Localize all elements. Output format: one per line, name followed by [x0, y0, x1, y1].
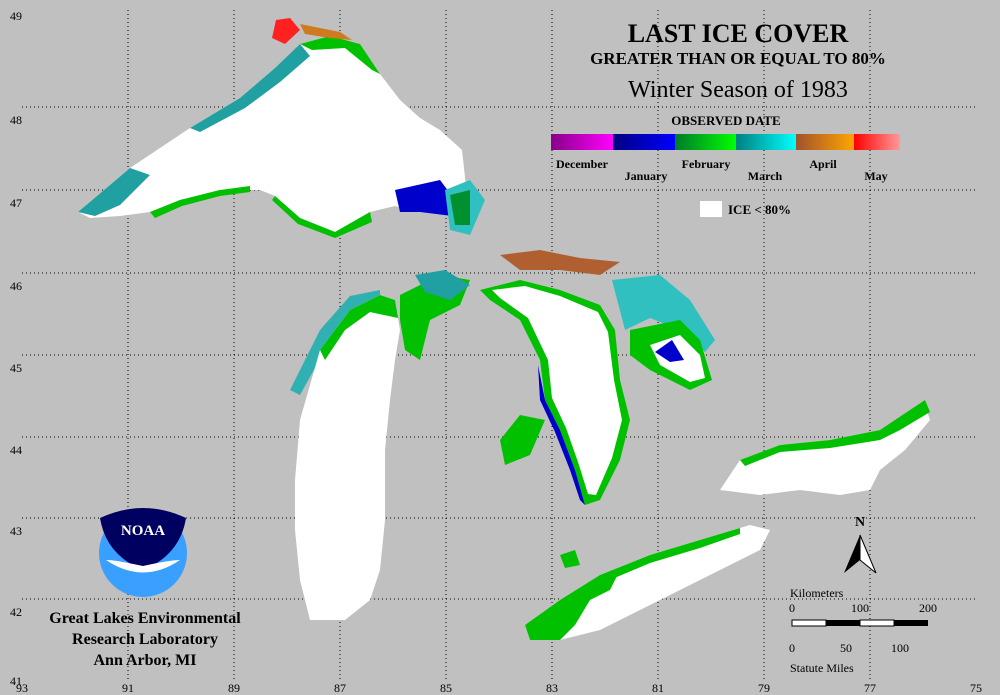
latitude-label: 42 — [10, 605, 22, 619]
logo-text: NOAA — [121, 523, 165, 539]
lake-michigan — [290, 270, 470, 620]
legend — [551, 134, 900, 217]
legend-month: May — [864, 169, 887, 183]
legend-swatch — [675, 134, 736, 150]
longitude-label: 87 — [334, 681, 346, 695]
latitude-label: 47 — [10, 196, 22, 210]
legend-swatch — [736, 134, 796, 150]
legend-ice-label: ICE < 80% — [728, 202, 791, 217]
legend-swatch — [551, 134, 613, 150]
legend-month: April — [809, 157, 837, 171]
latitude-label: 49 — [10, 9, 22, 23]
legend-month: December — [556, 157, 609, 171]
scale-bar: Kilometers Statute Miles — [790, 586, 928, 675]
north-arrow: N — [844, 515, 877, 574]
scale-mi-tick: 0 — [789, 641, 795, 655]
legend-month: February — [682, 157, 731, 171]
credit-line: Research Laboratory — [72, 631, 218, 648]
north-label: N — [855, 515, 865, 530]
legend-month: January — [625, 169, 668, 183]
latitude-label: 43 — [10, 524, 22, 538]
scale-mi-tick: 100 — [891, 641, 909, 655]
longitude-label: 91 — [122, 681, 134, 695]
latitude-label: 44 — [10, 443, 22, 457]
legend-month: March — [748, 169, 783, 183]
credit-line: Great Lakes Environmental — [49, 610, 241, 627]
longitude-label: 75 — [970, 681, 982, 695]
noaa-logo: NOAA — [99, 508, 187, 597]
lake-ontario — [720, 400, 930, 495]
lake-erie — [525, 525, 770, 640]
latitude-label: 48 — [10, 113, 22, 127]
longitude-label: 93 — [16, 681, 28, 695]
lake-superior — [78, 18, 485, 238]
lake-huron — [480, 250, 715, 505]
legend-swatch — [796, 134, 854, 150]
latitude-label: 41 — [10, 674, 22, 688]
longitude-label: 79 — [758, 681, 770, 695]
season: Winter Season of 1983 — [628, 77, 848, 103]
legend-swatch — [613, 134, 675, 150]
scale-km-tick: 200 — [919, 601, 937, 615]
longitude-label: 89 — [228, 681, 240, 695]
scale-km-tick: 100 — [851, 601, 869, 615]
credit: Great Lakes Environmental Research Labora… — [49, 610, 241, 669]
longitude-label: 83 — [546, 681, 558, 695]
scale-mi-title: Statute Miles — [790, 661, 854, 675]
legend-swatch — [700, 201, 722, 217]
scale-mi-tick: 50 — [840, 641, 852, 655]
subtitle: GREATER THAN OR EQUAL TO 80% — [590, 49, 886, 68]
longitude-label: 85 — [440, 681, 452, 695]
latitude-label: 46 — [10, 279, 22, 293]
legend-title: OBSERVED DATE — [671, 113, 780, 128]
longitude-label: 81 — [652, 681, 664, 695]
scale-km-title: Kilometers — [790, 586, 844, 600]
longitude-label: 77 — [864, 681, 876, 695]
legend-swatch — [854, 134, 900, 150]
latitude-label: 45 — [10, 361, 22, 375]
scale-km-tick: 0 — [789, 601, 795, 615]
credit-line: Ann Arbor, MI — [94, 652, 197, 669]
title: LAST ICE COVER — [628, 19, 849, 48]
